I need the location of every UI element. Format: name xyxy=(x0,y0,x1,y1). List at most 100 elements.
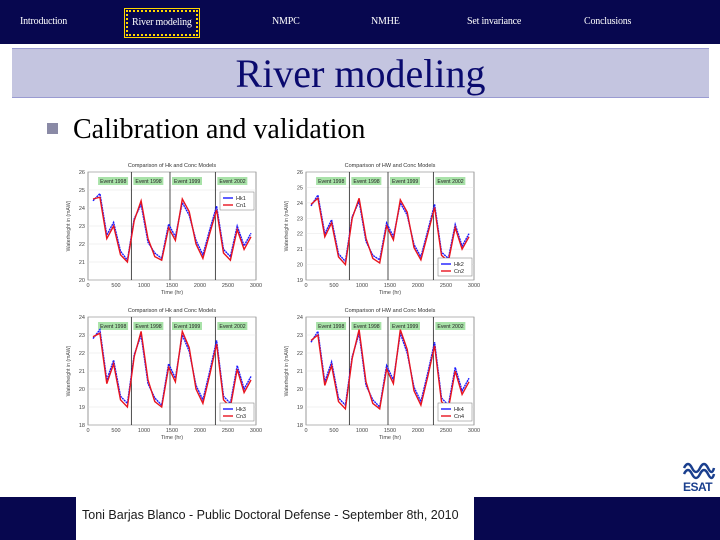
y-axis-label: Waterheight in (mAW) xyxy=(284,200,290,251)
chart-bottom-right: Comparison of HW and Conc Models 18 19 20 21… xyxy=(284,308,480,441)
y-tick-label: 26 xyxy=(297,170,303,176)
bullet-marker xyxy=(47,123,58,134)
x-tick-label: 1500 xyxy=(166,283,178,289)
y-tick-label: 23 xyxy=(297,333,303,339)
footer-text: Toni Barjas Blanco - Public Doctoral Def… xyxy=(82,508,459,522)
nav-item-nmpc[interactable]: NMPC xyxy=(272,16,300,27)
navigation-bar: Introduction River modeling NMPC NMHE Se… xyxy=(0,0,720,44)
event-label-box xyxy=(316,322,347,330)
x-tick-label: 500 xyxy=(111,283,120,289)
event-label-box xyxy=(217,177,248,185)
footer-bar: Toni Barjas Blanco - Public Doctoral Def… xyxy=(0,497,720,540)
footer-panel xyxy=(76,497,474,540)
x-tick-label: 1500 xyxy=(384,428,396,434)
y-tick-label: 18 xyxy=(297,423,303,429)
nav-item-nmhe[interactable]: NMHE xyxy=(371,16,400,27)
x-tick-label: 0 xyxy=(86,428,89,434)
x-tick-label: 0 xyxy=(304,283,307,289)
y-tick-label: 22 xyxy=(297,232,303,238)
event-label-box xyxy=(390,177,420,185)
event-label-box xyxy=(133,322,164,330)
legend-label: Cn1 xyxy=(236,203,246,209)
x-tick-label: 500 xyxy=(329,428,338,434)
nav-item-introduction[interactable]: Introduction xyxy=(20,16,68,27)
legend-label: Cn2 xyxy=(454,269,464,275)
esat-logo-text: ESAT xyxy=(683,480,713,494)
event-label: Event 1998 xyxy=(318,179,344,185)
legend-label: Cn4 xyxy=(454,414,464,420)
esat-logo-icon xyxy=(682,462,716,480)
event-label-box xyxy=(133,177,164,185)
series-line-cn2 xyxy=(310,196,470,267)
y-tick-label: 25 xyxy=(297,185,303,191)
nav-item-conclusions[interactable]: Conclusions xyxy=(584,16,632,27)
x-tick-label: 1000 xyxy=(138,283,150,289)
event-label: Event 1999 xyxy=(174,179,200,185)
event-label: Event 1998 xyxy=(135,179,161,185)
chart-bottom-left: Comparison of Hk and Conc Models 18 19 20 21… xyxy=(66,308,262,441)
x-tick-label: 3000 xyxy=(468,428,480,434)
event-label: Event 1998 xyxy=(318,324,344,330)
event-label-box xyxy=(217,322,248,330)
y-tick-label: 23 xyxy=(79,333,85,339)
y-tick-label: 22 xyxy=(79,351,85,357)
x-tick-label: 3000 xyxy=(468,283,480,289)
chart-title: Comparison of Hk and Conc Models xyxy=(128,308,217,314)
x-axis-label: Time (hr) xyxy=(379,290,401,296)
chart-top-right: Comparison of HW and Conc Models 19 20 21 22… xyxy=(284,163,480,296)
event-label: Event 1998 xyxy=(353,179,379,185)
y-tick-label: 24 xyxy=(297,315,303,321)
x-tick-label: 3000 xyxy=(250,428,262,434)
event-label: Event 2002 xyxy=(437,179,463,185)
event-label: Event 1999 xyxy=(392,179,418,185)
y-tick-label: 19 xyxy=(297,405,303,411)
x-tick-label: 2000 xyxy=(412,283,424,289)
nav-item-river-modeling[interactable]: River modeling xyxy=(124,8,200,38)
x-axis-label: Time (hr) xyxy=(379,435,401,441)
x-tick-label: 1500 xyxy=(166,428,178,434)
event-label-box xyxy=(435,177,466,185)
event-label-box xyxy=(98,177,129,185)
x-axis-label: Time (hr) xyxy=(161,435,183,441)
legend-label: Hk1 xyxy=(236,196,246,202)
y-tick-label: 20 xyxy=(79,387,85,393)
series-line-cn1 xyxy=(92,196,252,264)
y-tick-label: 23 xyxy=(297,216,303,222)
legend-label: Hk4 xyxy=(454,407,464,413)
event-label: Event 2002 xyxy=(219,324,245,330)
event-label-box xyxy=(390,322,420,330)
legend-label: Hk3 xyxy=(236,407,246,413)
y-axis-label: Waterheight in (mAW) xyxy=(284,345,290,396)
y-tick-label: 21 xyxy=(79,260,85,266)
y-tick-label: 25 xyxy=(79,188,85,194)
bullet-text: Calibration and validation xyxy=(73,114,366,145)
y-tick-label: 20 xyxy=(79,278,85,284)
y-tick-label: 19 xyxy=(297,278,303,284)
event-label: Event 2002 xyxy=(219,179,245,185)
y-tick-label: 20 xyxy=(297,387,303,393)
event-label-box xyxy=(172,177,202,185)
x-tick-label: 2000 xyxy=(194,283,206,289)
y-tick-label: 24 xyxy=(297,201,303,207)
x-tick-label: 1000 xyxy=(138,428,150,434)
event-label-box xyxy=(316,177,347,185)
slide-title: River modeling xyxy=(235,51,486,96)
y-tick-label: 23 xyxy=(79,224,85,230)
event-label: Event 2002 xyxy=(437,324,463,330)
event-label: Event 1999 xyxy=(174,324,200,330)
y-tick-label: 22 xyxy=(79,242,85,248)
event-label: Event 1998 xyxy=(100,324,126,330)
event-label: Event 1998 xyxy=(100,179,126,185)
chart-title: Comparison of HW and Conc Models xyxy=(345,308,436,314)
series-line-cn3 xyxy=(92,328,252,409)
nav-item-set-invariance[interactable]: Set invariance xyxy=(467,16,522,27)
x-tick-label: 3000 xyxy=(250,283,262,289)
y-tick-label: 24 xyxy=(79,315,85,321)
x-tick-label: 500 xyxy=(329,283,338,289)
x-tick-label: 2000 xyxy=(412,428,424,434)
y-tick-label: 18 xyxy=(79,423,85,429)
x-tick-label: 2500 xyxy=(440,283,452,289)
x-tick-label: 2500 xyxy=(222,428,234,434)
event-label-box xyxy=(435,322,466,330)
x-tick-label: 0 xyxy=(304,428,307,434)
